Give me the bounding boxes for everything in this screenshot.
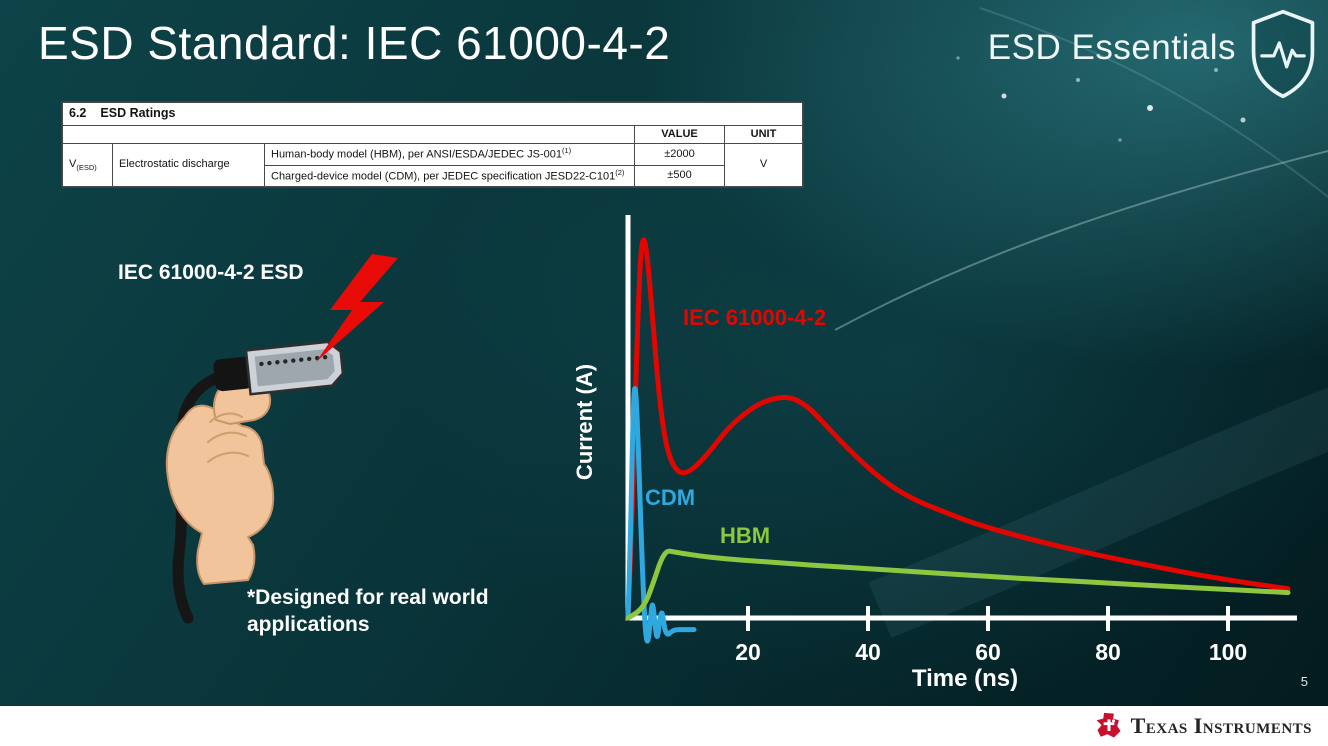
y-axis-label: Current (A) — [572, 363, 597, 481]
x-tick-label: 20 — [735, 639, 761, 665]
swoosh-line — [834, 150, 1328, 331]
series-label-iec-61000-4-2: IEC 61000-4-2 — [683, 305, 827, 330]
light-band — [868, 387, 1328, 638]
series-brand: ESD Essentials — [988, 28, 1236, 68]
chart-plot-area: 20 40 60 80 100 — [625, 215, 1297, 665]
shield-heartbeat-icon — [1251, 9, 1315, 99]
hbm-description-cell: Human-body model (HBM), per ANSI/ESDA/JE… — [264, 143, 635, 166]
hbm-footnote-ref: (1) — [562, 146, 572, 156]
table-row-cdm: Charged-device model (CDM), per JEDEC sp… — [63, 164, 803, 188]
ratings-table: 6.2 ESD Ratings VALUE UNIT V(ESD) Electro… — [62, 102, 803, 188]
sparkle-dots — [956, 56, 1246, 142]
hbm-description: Human-body model (HBM), per ANSI/ESDA/JE… — [271, 149, 562, 162]
swoosh-line-2 — [979, 7, 1328, 199]
cdm-value-cell: ±500 — [634, 164, 725, 188]
x-tick-label: 60 — [975, 639, 1001, 665]
series-label-hbm: HBM — [720, 523, 771, 548]
unit-cell: V — [724, 143, 803, 188]
series-curve-hbm — [625, 548, 1291, 621]
table-row-hbm: V(ESD) Electrostatic discharge Human-bod… — [62, 143, 803, 188]
connector-face — [254, 349, 335, 387]
section-title: ESD Ratings — [100, 106, 176, 120]
series-label-cdm: CDM — [645, 485, 696, 510]
design-footnote: *Designed for real world applications — [247, 586, 489, 637]
x-tick-label: 80 — [1095, 639, 1121, 665]
ti-logo: Texas Instruments — [1095, 712, 1312, 740]
hbm-value-cell: ±2000 — [634, 143, 725, 166]
x-tick-label: 40 — [855, 639, 881, 665]
cdm-description-cell: Charged-device model (CDM), per JEDEC sp… — [264, 164, 635, 188]
footer-bar: Texas Instruments — [0, 706, 1328, 746]
hdmi-connector — [213, 340, 345, 396]
unit-header-cell: UNIT — [724, 124, 803, 145]
series-brand-label: ESD Essentials — [987, 28, 1236, 67]
esd-waveform-chart: 20 40 60 80 100 Current (A) Time (ns) IEC 61… — [555, 205, 1300, 705]
x-tick-label: 100 — [1209, 639, 1247, 665]
ti-bug-icon — [1096, 712, 1121, 738]
table-section-row: 6.2 ESD Ratings — [62, 102, 803, 126]
section-heading-cell: 6.2 ESD Ratings — [62, 102, 803, 126]
ti-wordmark: Texas Instruments — [1130, 713, 1312, 738]
param-name-cell: Electrostatic discharge — [112, 143, 265, 188]
series-curve-iec-61000-4-2 — [625, 237, 1291, 621]
esd-hand-illustration — [165, 254, 398, 624]
illustration-label: IEC 61000-4-2 ESD — [118, 261, 304, 284]
value-header-cell: VALUE — [634, 124, 725, 145]
connector-vents — [259, 355, 328, 367]
cdm-description: Charged-device model (CDM), per JEDEC sp… — [271, 170, 616, 183]
section-number: 6.2 — [69, 106, 87, 120]
slide-title: ESD Standard: IEC 61000-4-2 — [38, 17, 671, 69]
series-curve-cdm — [625, 386, 697, 644]
param-symbol: V — [69, 158, 77, 170]
param-symbol-subscript: (ESD) — [76, 163, 97, 173]
param-symbol-cell: V(ESD) — [62, 143, 113, 188]
lightning-bolt-icon — [316, 254, 398, 362]
table-header-row: VALUE UNIT — [62, 124, 803, 145]
header-spacer-cell — [62, 124, 635, 145]
esd-ratings-table: 6.2 ESD Ratings VALUE UNIT V(ESD) Electro… — [62, 102, 803, 188]
connector-strain-relief — [213, 356, 254, 392]
cdm-footnote-ref: (2) — [615, 167, 625, 177]
page-number: 5 — [1300, 674, 1308, 689]
x-axis-label: Time (ns) — [911, 665, 1019, 692]
